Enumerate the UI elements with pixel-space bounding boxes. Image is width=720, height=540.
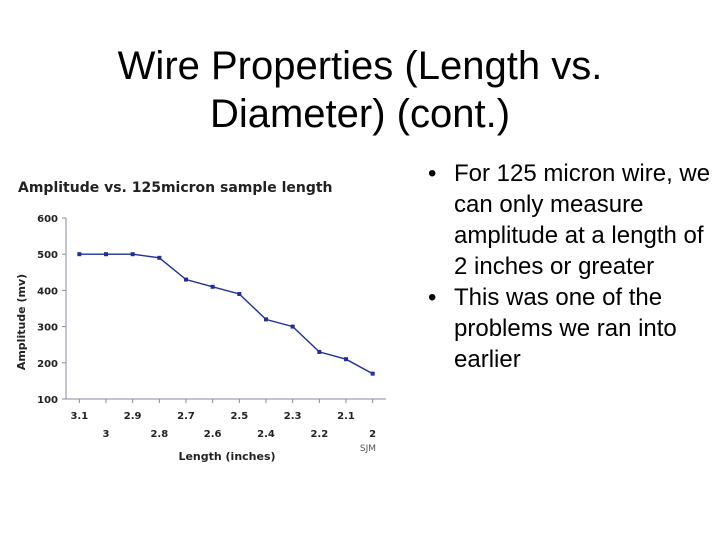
slide-title: Wire Properties (Length vs. Diameter) (c… bbox=[40, 42, 680, 138]
chart-x-tick-label: 3.1 bbox=[70, 411, 88, 422]
chart-x-tick-label: 2.4 bbox=[257, 429, 275, 440]
bullet-list: • For 125 micron wire, we can only measu… bbox=[428, 158, 720, 375]
chart-xlabel: Length (inches) bbox=[178, 450, 275, 463]
chart-container: Amplitude vs. 125micron sample length Am… bbox=[8, 170, 398, 470]
chart-title: Amplitude vs. 125micron sample length bbox=[18, 180, 333, 196]
chart-data-point bbox=[317, 349, 322, 354]
chart-x-tick-label: 2.1 bbox=[337, 411, 355, 422]
chart-x-tick-label: 2.5 bbox=[230, 411, 248, 422]
chart-y-tick-label: 300 bbox=[37, 323, 58, 334]
chart-data-point bbox=[104, 252, 108, 257]
slide-title-line-2: Diameter) (cont.) bbox=[209, 92, 511, 136]
chart-series-line bbox=[79, 253, 374, 375]
chart-x-tick-label: 3 bbox=[103, 429, 110, 440]
chart-x-tick-label: 2.7 bbox=[177, 411, 195, 422]
chart-data-point bbox=[184, 277, 188, 282]
chart-y-tick-label: 100 bbox=[37, 395, 58, 406]
slide-title-line-1: Wire Properties (Length vs. bbox=[117, 44, 603, 88]
chart-data-point bbox=[157, 255, 162, 260]
bullet-dot: • bbox=[428, 284, 437, 311]
chart-data-point bbox=[237, 292, 242, 297]
chart-data-point bbox=[264, 317, 268, 322]
chart-data-point bbox=[370, 371, 375, 376]
chart-x-tick-label: 2.3 bbox=[284, 411, 302, 422]
bullet-item: • This was one of the problems we ran in… bbox=[428, 282, 720, 375]
chart-ylabel: Amplitude (mv) bbox=[15, 274, 28, 370]
bullet-item: • For 125 micron wire, we can only measu… bbox=[428, 158, 720, 282]
chart-data-point bbox=[210, 284, 215, 289]
amplitude-chart: Amplitude vs. 125micron sample length Am… bbox=[15, 180, 386, 463]
bullet-dot: • bbox=[428, 160, 437, 187]
chart-data-point bbox=[77, 252, 82, 257]
chart-y-tick-label: 400 bbox=[37, 286, 58, 297]
chart-x-tick-label: 2.8 bbox=[150, 429, 168, 440]
chart-data-point bbox=[290, 324, 295, 329]
chart-annotation: SJM bbox=[360, 444, 376, 454]
bullet-text: This was one of the problems we ran into… bbox=[454, 284, 677, 373]
chart-data-point bbox=[344, 357, 348, 362]
chart-x-tick-label: 2.6 bbox=[204, 429, 222, 440]
chart-y-tick-label: 200 bbox=[37, 359, 58, 370]
chart-x-tick-label: 2.2 bbox=[310, 429, 328, 440]
chart-y-tick-label: 600 bbox=[37, 214, 58, 225]
chart-y-tick-label: 500 bbox=[37, 250, 58, 261]
chart-x-tick-label: 2.9 bbox=[124, 411, 142, 422]
bullet-text: For 125 micron wire, we can only measure… bbox=[454, 160, 711, 280]
chart-x-tick-label: 2 bbox=[369, 429, 376, 440]
chart-data-point bbox=[130, 252, 135, 257]
